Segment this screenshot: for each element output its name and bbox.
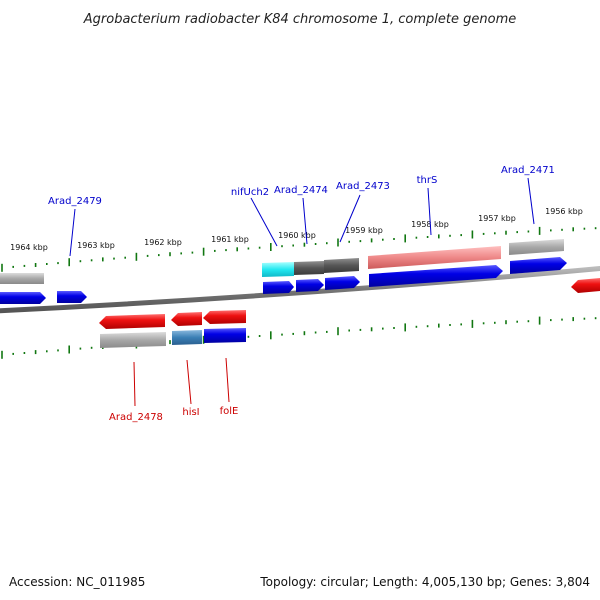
lower-tick-row <box>1 316 597 359</box>
gene-feature[interactable] <box>294 261 324 275</box>
cds-feature[interactable] <box>172 330 202 345</box>
gene-feature[interactable] <box>0 273 44 284</box>
kbp-label: 1961 kbp <box>211 235 249 244</box>
gene-label-hisi[interactable]: hisI <box>182 407 199 418</box>
gene-feature[interactable] <box>571 278 600 293</box>
gene-label-arad-2479[interactable]: Arad_2479 <box>48 196 102 207</box>
genome-summary-text: Topology: circular; Length: 4,005,130 bp… <box>259 575 590 589</box>
cds-feature[interactable] <box>100 332 166 348</box>
gene-feature[interactable] <box>368 246 501 269</box>
gene-label-arad-2474[interactable]: Arad_2474 <box>274 185 328 196</box>
gene-feature[interactable] <box>171 312 202 326</box>
chromosome-backbone <box>0 265 600 314</box>
gene-label-arad-2471[interactable]: Arad_2471 <box>501 165 555 176</box>
cds-arrow[interactable] <box>263 281 294 294</box>
gene-feature[interactable] <box>203 310 246 324</box>
cds-arrow[interactable] <box>0 292 46 304</box>
accession-text: Accession: NC_011985 <box>9 575 145 589</box>
kbp-label: 1960 kbp <box>278 231 316 240</box>
gene-label-nifuch2[interactable]: nifUch2 <box>231 187 269 198</box>
kbp-label: 1963 kbp <box>77 241 115 250</box>
gene-label-arad-2478[interactable]: Arad_2478 <box>109 412 163 423</box>
map-title: Agrobacterium radiobacter K84 chromosome… <box>83 12 516 27</box>
cds-feature[interactable] <box>204 328 246 343</box>
top-leader-lines <box>69 177 535 257</box>
cds-arrow[interactable] <box>325 276 360 290</box>
gene-feature[interactable] <box>509 239 564 255</box>
kbp-label: 1959 kbp <box>345 226 383 235</box>
cds-arrow[interactable] <box>296 279 324 292</box>
kbp-label: 1962 kbp <box>144 238 182 247</box>
gene-label-arad-2473[interactable]: Arad_2473 <box>336 181 390 192</box>
cds-arrow[interactable] <box>369 265 503 287</box>
kbp-label: 1957 kbp <box>478 214 516 223</box>
cds-arrow[interactable] <box>510 257 567 274</box>
kbp-label: 1964 kbp <box>10 243 48 252</box>
gene-feature[interactable] <box>324 258 359 273</box>
upper-tick-row <box>1 226 597 272</box>
upper-gene-track <box>0 239 564 284</box>
kbp-label: 1956 kbp <box>545 207 583 216</box>
bottom-leader-lines <box>133 357 230 407</box>
lower-cds-track <box>100 328 246 348</box>
cds-arrow[interactable] <box>57 291 87 303</box>
gene-feature[interactable] <box>99 314 165 329</box>
gene-label-fole[interactable]: folE <box>220 406 239 417</box>
gene-feature[interactable] <box>262 262 294 277</box>
upper-cds-track <box>0 257 567 304</box>
gene-label-thrs[interactable]: thrS <box>417 175 438 186</box>
lower-gene-track <box>99 278 600 329</box>
